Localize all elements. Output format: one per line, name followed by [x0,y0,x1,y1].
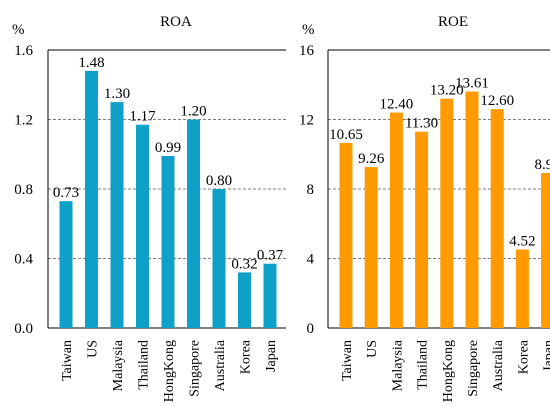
category-label: Taiwan [340,340,355,381]
bar-value-label: 4.52 [509,233,535,249]
bar-value-label: 0.37 [257,248,284,264]
y-tick-label: 0 [307,321,315,337]
bar-value-label: 8.92 [534,157,550,173]
category-label: Australia [491,339,506,391]
bar [339,142,353,328]
category-label: Malaysia [390,339,405,391]
bar-value-label: 0.99 [155,140,181,156]
y-tick-label: 16 [299,43,315,59]
bar-value-label: 12.40 [380,97,414,113]
roe-chart: ROE% 0 4 8 12 16 10.65 Taiwan 9.26 US 12.40 Malaysi… [299,14,550,402]
y-tick-label: 4 [307,252,315,268]
y-unit-label: % [302,22,315,38]
category-label: Korea [516,339,531,374]
bar [212,189,226,328]
bar [490,109,504,328]
category-label: Thailand [137,340,152,390]
category-label: Taiwan [60,340,75,381]
bar-value-label: 1.20 [180,104,206,120]
y-tick-label: 12 [299,113,314,129]
bar-value-label: 10.65 [329,127,363,143]
bar [440,98,454,329]
bar-value-label: 0.80 [206,173,232,189]
y-tick-label: 0.0 [14,321,33,337]
y-tick-label: 0.8 [14,182,33,198]
category-label: US [365,340,380,358]
y-tick-label: 8 [307,182,315,198]
category-label: Japan [542,340,550,372]
chart-title: ROA [160,14,192,30]
category-label: Malaysia [111,339,126,391]
bar-value-label: 0.73 [53,185,79,201]
bar [263,263,277,328]
bar [515,249,529,328]
category-label: HongKong [441,340,456,402]
bar [59,201,73,328]
category-label: US [86,340,101,358]
bar-value-label: 9.26 [358,151,385,167]
bar [136,124,149,329]
bar [389,112,403,328]
bar-value-label: 13.61 [455,76,489,92]
bar [110,102,124,328]
bar-value-label: 11.30 [405,116,438,132]
bar [364,167,378,328]
category-label: Singapore [188,340,203,397]
category-label: Korea [239,339,254,374]
bar [187,119,200,328]
bar [465,91,479,329]
bar-value-label: 1.48 [78,55,104,71]
category-label: HongKong [162,340,177,402]
bar [161,155,175,328]
bar [541,173,550,328]
bar-value-label: 1.17 [129,109,156,125]
bar [85,70,98,328]
bar-value-label: 0.32 [231,256,257,272]
y-tick-label: 1.6 [14,43,33,59]
category-label: Japan [264,340,279,372]
category-label: Australia [213,339,228,391]
y-tick-label: 1.2 [14,113,33,129]
category-label: Singapore [466,340,481,397]
y-unit-label: % [12,22,25,38]
category-label: Thailand [416,340,431,390]
bar-value-label: 1.30 [104,86,130,102]
bar [238,272,251,328]
roa-chart: ROA% 0.0 0.4 0.8 1.2 1.6 0.73 Taiwan 1.48 US 1.30 M… [12,14,286,402]
bar-value-label: 13.20 [430,83,464,99]
chart-title: ROE [438,14,468,30]
bar-value-label: 12.60 [480,93,514,109]
bar [415,131,429,328]
y-tick-label: 0.4 [14,252,33,268]
